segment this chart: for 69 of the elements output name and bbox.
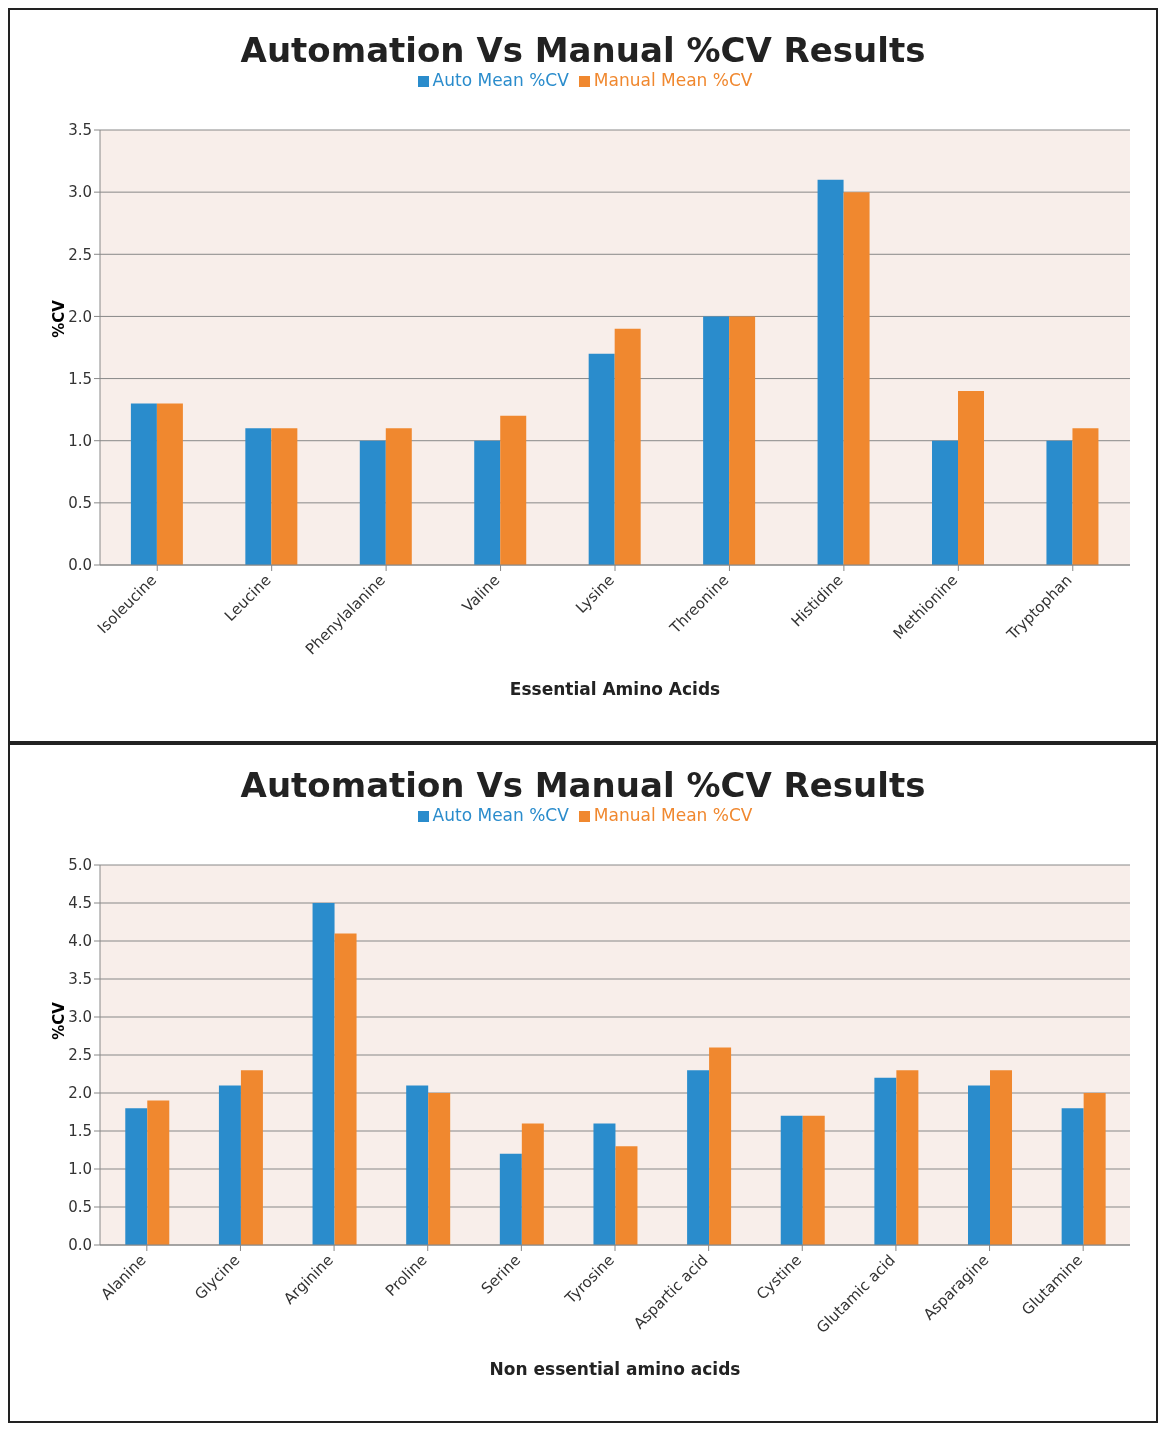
- bar: [932, 440, 959, 565]
- bar: [245, 428, 272, 565]
- chart-title: Automation Vs Manual %CV Results: [239, 30, 927, 70]
- bar: [588, 353, 615, 565]
- y-axis-title: %CV: [49, 1002, 68, 1040]
- y-tick-label: 3.5: [68, 121, 92, 140]
- y-tick-label: 2.5: [68, 245, 92, 264]
- x-axis-title: Non essential amino acids: [489, 1359, 741, 1379]
- bar: [958, 391, 985, 565]
- bar: [218, 1085, 241, 1245]
- bar: [125, 1108, 148, 1245]
- bar: [843, 192, 870, 565]
- bar: [1061, 1108, 1084, 1245]
- bar: [615, 1146, 638, 1245]
- bar: [1072, 428, 1099, 565]
- bar: [990, 1070, 1013, 1245]
- y-tick-label: 4.5: [68, 894, 92, 913]
- bar: [729, 316, 756, 565]
- bar: [1046, 440, 1073, 565]
- y-tick-label: 2.0: [68, 1084, 92, 1103]
- y-tick-label: 5.0: [68, 856, 92, 875]
- bar: [359, 440, 386, 565]
- y-tick-label: 1.0: [68, 432, 92, 451]
- bar: [474, 440, 501, 565]
- bar: [312, 903, 335, 1245]
- bar: [896, 1070, 919, 1245]
- chart-title: Automation Vs Manual %CV Results: [239, 765, 927, 805]
- bar: [406, 1085, 429, 1245]
- x-axis-title: Essential Amino Acids: [509, 679, 721, 699]
- bar: [521, 1123, 544, 1245]
- bar: [614, 328, 641, 565]
- y-tick-label: 0.5: [68, 494, 92, 513]
- y-tick-label: 4.0: [68, 932, 92, 951]
- bar: [428, 1093, 451, 1245]
- y-tick-label: 2.0: [68, 307, 92, 326]
- y-tick-label: 2.5: [68, 1046, 92, 1065]
- bar: [703, 316, 730, 565]
- bar: [271, 428, 298, 565]
- bar: [156, 403, 183, 565]
- y-tick-label: 0.0: [68, 1236, 92, 1255]
- y-axis-title: %CV: [49, 300, 68, 338]
- bar: [130, 403, 157, 565]
- y-tick-label: 1.0: [68, 1160, 92, 1179]
- bar: [709, 1047, 732, 1245]
- y-tick-label: 1.5: [68, 1122, 92, 1141]
- legend-label: Auto Mean %CV: [432, 70, 569, 90]
- bar: [874, 1077, 897, 1245]
- bar: [500, 415, 527, 565]
- legend-label: Auto Mean %CV: [432, 805, 569, 825]
- bar: [334, 933, 357, 1245]
- bar: [593, 1123, 616, 1245]
- bar: [802, 1115, 825, 1245]
- bar: [687, 1070, 710, 1245]
- bar: [147, 1100, 170, 1245]
- y-tick-label: 0.5: [68, 1198, 92, 1217]
- bar: [240, 1070, 263, 1245]
- bar: [499, 1153, 522, 1245]
- y-tick-label: 0.0: [68, 556, 92, 575]
- y-tick-label: 3.0: [68, 183, 92, 202]
- bar: [385, 428, 412, 565]
- bar: [968, 1085, 991, 1245]
- bar: [817, 179, 844, 565]
- y-tick-label: 3.0: [68, 1008, 92, 1027]
- legend-label: Manual Mean %CV: [593, 70, 753, 90]
- bar: [1083, 1093, 1106, 1245]
- y-tick-label: 3.5: [68, 970, 92, 989]
- y-tick-label: 1.5: [68, 369, 92, 388]
- bar: [780, 1115, 803, 1245]
- legend-label: Manual Mean %CV: [593, 805, 753, 825]
